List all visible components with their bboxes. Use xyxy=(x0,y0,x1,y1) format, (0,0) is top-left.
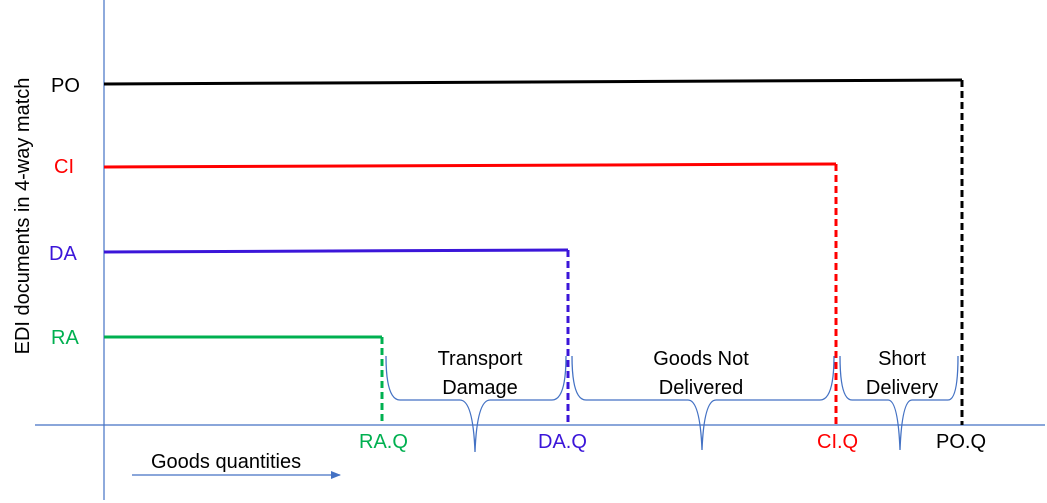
short-delivery-label-line-2: Delivery xyxy=(866,377,938,399)
goods-not-delivered-label-line-2: Delivered xyxy=(659,377,743,399)
po-line xyxy=(103,78,963,86)
da-qty-label: DA.Q xyxy=(538,431,587,453)
goods-not-delivered-label-line-1: Goods Not xyxy=(653,348,749,370)
ci-label: CI xyxy=(54,156,74,178)
po-qty-label: PO.Q xyxy=(936,431,986,453)
transport-damage-label-line-1: Transport xyxy=(438,348,523,370)
goods-not-delivered-brace xyxy=(571,355,835,451)
short-delivery-brace xyxy=(839,355,959,451)
transport-damage-brace xyxy=(385,355,567,453)
short-delivery-label-line-1: Short xyxy=(878,348,926,370)
da-label: DA xyxy=(49,243,77,265)
y-axis-label: EDI documents in 4-way match xyxy=(12,78,34,355)
da-line xyxy=(103,248,569,254)
ra-qty-label: RA.Q xyxy=(359,431,408,453)
ci-qty-label: CI.Q xyxy=(817,431,858,453)
ci-line xyxy=(103,162,837,169)
po-label: PO xyxy=(51,75,80,97)
x-axis-label: Goods quantities xyxy=(151,451,301,473)
ra-label: RA xyxy=(51,327,79,349)
transport-damage-label-line-2: Damage xyxy=(442,377,518,399)
